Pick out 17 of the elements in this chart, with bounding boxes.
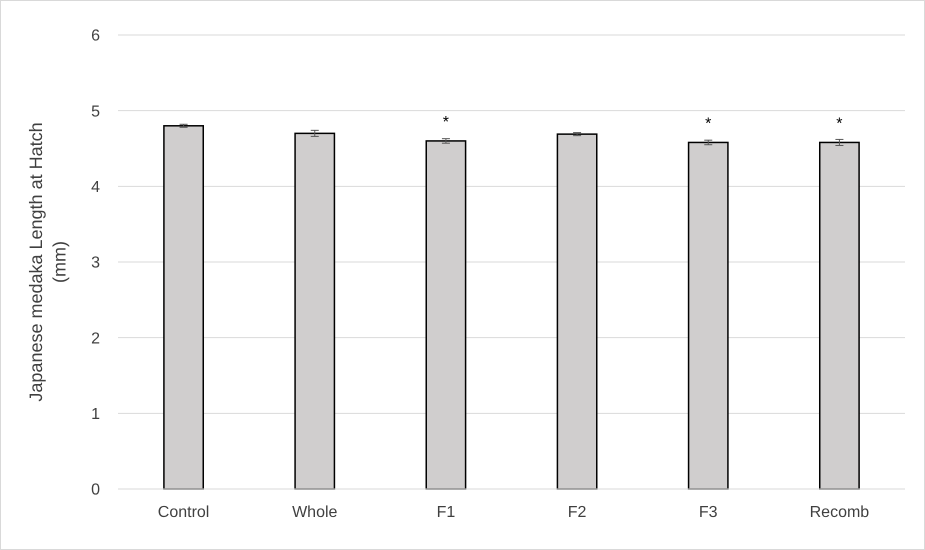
x-tick-label: Whole <box>292 504 338 521</box>
x-tick-label: Control <box>158 504 210 521</box>
annotation: * <box>442 114 450 131</box>
y-tick-label: 0 <box>91 482 100 499</box>
x-tick-label: F3 <box>698 504 718 521</box>
annotation: * <box>705 115 712 132</box>
x-tick-label: F2 <box>568 504 587 521</box>
y-tick-label: 3 <box>91 254 100 272</box>
x-tick-label: Recomb <box>810 504 870 521</box>
y-tick-label: 1 <box>91 406 100 423</box>
x-tick-label: F1 <box>436 504 456 521</box>
y-tick-label: 4 <box>91 178 100 196</box>
y-axis-title: Japanese medaka Length at Hatch (mm) <box>26 122 70 402</box>
y-tick-label: 6 <box>91 28 100 45</box>
y-tick-label: 5 <box>91 103 100 120</box>
y-tick-label: 2 <box>91 330 100 348</box>
annotation: * <box>836 115 843 132</box>
